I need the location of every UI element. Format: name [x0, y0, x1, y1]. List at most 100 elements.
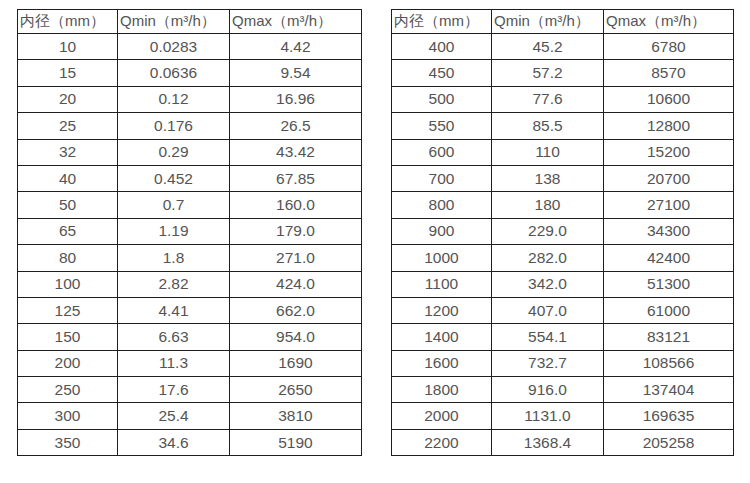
diameter-cell: 2200 — [392, 429, 492, 455]
table-body: 100.02834.42150.06369.54200.1216.96250.1… — [18, 34, 362, 456]
diameter-cell: 300 — [18, 403, 118, 429]
diameter-cell: 1600 — [392, 350, 492, 376]
table-row: 200.1216.96 — [18, 86, 362, 112]
qmax-cell: 179.0 — [230, 218, 362, 244]
column-header: 内径（mm） — [392, 10, 492, 34]
table-row: 1600732.7108566 — [392, 350, 734, 376]
qmin-cell: 0.0636 — [118, 60, 230, 86]
qmin-cell: 0.29 — [118, 139, 230, 165]
qmin-cell: 25.4 — [118, 403, 230, 429]
table-row: 20001131.0169635 — [392, 403, 734, 429]
diameter-cell: 25 — [18, 113, 118, 139]
qmax-cell: 16.96 — [230, 86, 362, 112]
diameter-cell: 125 — [18, 297, 118, 323]
qmax-cell: 424.0 — [230, 271, 362, 297]
qmin-cell: 110 — [492, 139, 604, 165]
qmin-cell: 45.2 — [492, 34, 604, 60]
column-header: Qmin（m³/h） — [118, 10, 230, 34]
table-row: 100.02834.42 — [18, 34, 362, 60]
table-row: 40045.26780 — [392, 34, 734, 60]
flow-rate-table-small-diameters: 内径（mm）Qmin（m³/h）Qmax（m³/h） 100.02834.421… — [17, 9, 362, 456]
table-row: 45057.28570 — [392, 60, 734, 86]
column-header: Qmin（m³/h） — [492, 10, 604, 34]
qmin-cell: 1368.4 — [492, 429, 604, 455]
table-row: 1400554.183121 — [392, 324, 734, 350]
diameter-cell: 150 — [18, 324, 118, 350]
table-row: 1000282.042400 — [392, 245, 734, 271]
table-row: 20011.31690 — [18, 350, 362, 376]
qmin-cell: 554.1 — [492, 324, 604, 350]
table-header: 内径（mm）Qmin（m³/h）Qmax（m³/h） — [392, 10, 734, 34]
diameter-cell: 40 — [18, 165, 118, 191]
diameter-cell: 350 — [18, 429, 118, 455]
qmax-cell: 12800 — [604, 113, 734, 139]
qmin-cell: 732.7 — [492, 350, 604, 376]
qmin-cell: 0.452 — [118, 165, 230, 191]
qmin-cell: 916.0 — [492, 377, 604, 403]
diameter-cell: 200 — [18, 350, 118, 376]
diameter-cell: 20 — [18, 86, 118, 112]
table-row: 801.8271.0 — [18, 245, 362, 271]
qmax-cell: 160.0 — [230, 192, 362, 218]
qmax-cell: 67.85 — [230, 165, 362, 191]
qmin-cell: 6.63 — [118, 324, 230, 350]
table-row: 55085.512800 — [392, 113, 734, 139]
qmin-cell: 282.0 — [492, 245, 604, 271]
qmax-cell: 8570 — [604, 60, 734, 86]
diameter-cell: 250 — [18, 377, 118, 403]
table-row: 400.45267.85 — [18, 165, 362, 191]
table-row: 25017.62650 — [18, 377, 362, 403]
qmax-cell: 169635 — [604, 403, 734, 429]
table-header: 内径（mm）Qmin（m³/h）Qmax（m³/h） — [18, 10, 362, 34]
diameter-cell: 32 — [18, 139, 118, 165]
qmax-cell: 34300 — [604, 218, 734, 244]
diameter-cell: 1200 — [392, 297, 492, 323]
table-row: 250.17626.5 — [18, 113, 362, 139]
qmin-cell: 57.2 — [492, 60, 604, 86]
diameter-cell: 1000 — [392, 245, 492, 271]
diameter-cell: 500 — [392, 86, 492, 112]
header-row: 内径（mm）Qmin（m³/h）Qmax（m³/h） — [392, 10, 734, 34]
page: 内径（mm）Qmin（m³/h）Qmax（m³/h） 100.02834.421… — [0, 0, 750, 483]
diameter-cell: 50 — [18, 192, 118, 218]
table-row: 651.19179.0 — [18, 218, 362, 244]
diameter-cell: 10 — [18, 34, 118, 60]
table-row: 1200407.061000 — [392, 297, 734, 323]
qmin-cell: 0.7 — [118, 192, 230, 218]
qmax-cell: 6780 — [604, 34, 734, 60]
qmax-cell: 61000 — [604, 297, 734, 323]
table-row: 500.7160.0 — [18, 192, 362, 218]
qmax-cell: 51300 — [604, 271, 734, 297]
diameter-cell: 1100 — [392, 271, 492, 297]
table-row: 1800916.0137404 — [392, 377, 734, 403]
qmin-cell: 0.176 — [118, 113, 230, 139]
qmax-cell: 83121 — [604, 324, 734, 350]
table-row: 50077.610600 — [392, 86, 734, 112]
qmin-cell: 85.5 — [492, 113, 604, 139]
qmin-cell: 2.82 — [118, 271, 230, 297]
qmax-cell: 2650 — [230, 377, 362, 403]
qmax-cell: 205258 — [604, 429, 734, 455]
qmin-cell: 180 — [492, 192, 604, 218]
qmax-cell: 4.42 — [230, 34, 362, 60]
table-row: 320.2943.42 — [18, 139, 362, 165]
qmax-cell: 5190 — [230, 429, 362, 455]
table-row: 1254.41662.0 — [18, 297, 362, 323]
qmin-cell: 34.6 — [118, 429, 230, 455]
diameter-cell: 1800 — [392, 377, 492, 403]
table-row: 35034.65190 — [18, 429, 362, 455]
table-row: 30025.43810 — [18, 403, 362, 429]
diameter-cell: 550 — [392, 113, 492, 139]
table-body: 40045.2678045057.2857050077.61060055085.… — [392, 34, 734, 456]
diameter-cell: 2000 — [392, 403, 492, 429]
column-header: Qmax（m³/h） — [604, 10, 734, 34]
flow-rate-table-large-diameters: 内径（mm）Qmin（m³/h）Qmax（m³/h） 40045.2678045… — [391, 9, 734, 456]
qmin-cell: 0.0283 — [118, 34, 230, 60]
qmax-cell: 3810 — [230, 403, 362, 429]
diameter-cell: 900 — [392, 218, 492, 244]
qmin-cell: 17.6 — [118, 377, 230, 403]
qmin-cell: 4.41 — [118, 297, 230, 323]
table-row: 1100342.051300 — [392, 271, 734, 297]
qmax-cell: 15200 — [604, 139, 734, 165]
table-row: 1506.63954.0 — [18, 324, 362, 350]
